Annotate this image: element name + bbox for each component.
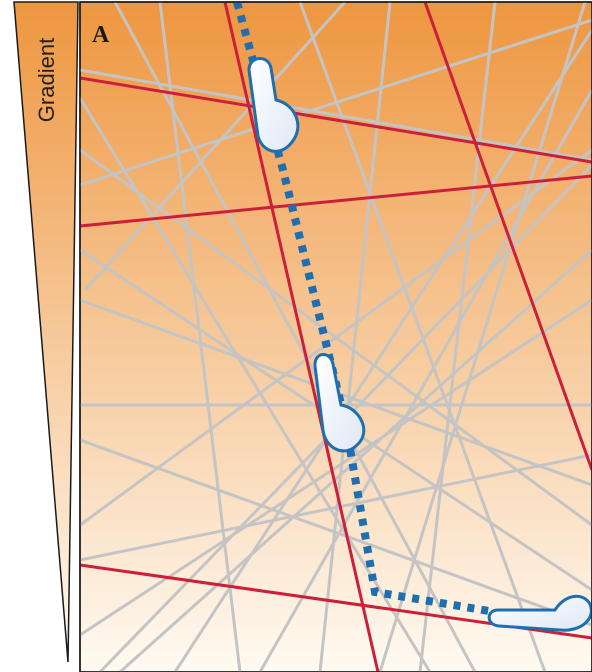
gradient-label: Gradient	[34, 38, 59, 122]
grey-fiber	[80, 298, 592, 637]
red-fiber	[80, 76, 592, 164]
grey-fiber	[173, 29, 592, 672]
gradient-indicator: Gradient	[13, 1, 79, 663]
red-fiber	[80, 174, 592, 228]
red-fiber	[423, 2, 592, 471]
diagram-panel: A	[79, 1, 592, 672]
cell-bottom	[487, 594, 592, 632]
grey-fiber	[258, 89, 592, 672]
panel-label: A	[92, 22, 110, 48]
grey-fiber	[80, 68, 592, 162]
cell-top	[247, 57, 300, 153]
grey-fiber	[378, 2, 587, 672]
grey-fiber	[119, 248, 592, 672]
grey-fiber	[298, 2, 547, 672]
red-fiber	[223, 2, 380, 672]
grey-fiber	[418, 2, 497, 672]
grey-fiber	[158, 2, 242, 672]
grey-fiber	[83, 2, 347, 292]
cell-middle	[313, 353, 366, 453]
grey-fiber	[318, 2, 392, 672]
gradient-wedge	[13, 1, 79, 663]
grey-fiber	[80, 148, 592, 527]
